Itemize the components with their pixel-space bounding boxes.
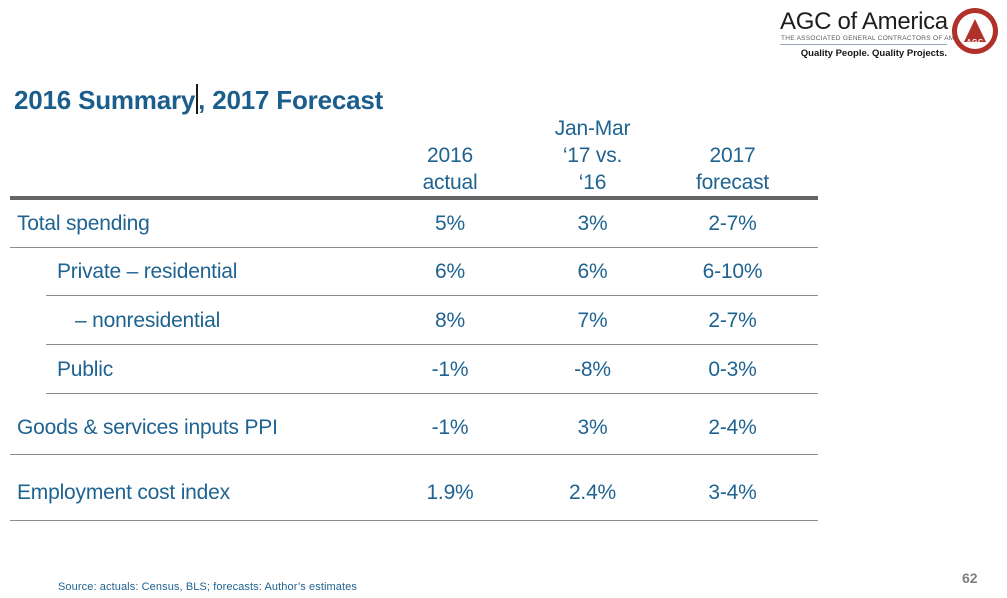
cell-janmar: 3%: [577, 212, 608, 235]
row-separator: [10, 246, 818, 248]
cell-2016-actual: 6%: [435, 260, 465, 283]
cell-2016-actual: 1.9%: [426, 481, 474, 504]
table-row-goods-services-ppi: Goods & services inputs PPI -1% 3% 2-4%: [10, 394, 818, 455]
row-label: Private – residential: [57, 260, 238, 283]
row-separator: [10, 453, 818, 455]
column-header-2017-forecast: 2017 forecast: [695, 144, 770, 194]
agc-emblem-icon: AGC: [952, 8, 998, 54]
row-label: Public: [57, 357, 113, 381]
row-label: Total spending: [17, 212, 150, 235]
cell-2016-actual: -1%: [431, 416, 469, 439]
cell-janmar: 3%: [577, 416, 608, 439]
slide-title-textbox[interactable]: 2016 Summary, 2017 Forecast: [14, 84, 383, 116]
agc-emblem-inner-ring: AGC: [957, 13, 993, 49]
forecast-table[interactable]: 2016 actual Jan-Mar ‘17 vs. ‘16 2017 for…: [10, 117, 818, 521]
logo-wordmark: AGC of America: [780, 8, 948, 35]
cell-janmar: 7%: [577, 308, 608, 332]
row-separator: [46, 392, 818, 394]
slide-title-part2: , 2017 Forecast: [198, 85, 384, 115]
table-header-row: 2016 actual Jan-Mar ‘17 vs. ‘16 2017 for…: [10, 117, 818, 200]
logo-tagline: Quality People. Quality Projects.: [800, 48, 947, 59]
row-separator: [46, 343, 818, 345]
column-header-2016-actual: 2016 actual: [422, 144, 478, 194]
cell-2017-forecast: 2-7%: [708, 308, 757, 332]
source-note: Source: actuals: Census, BLS; forecasts:…: [58, 581, 357, 593]
slide-title-part1: 2016 Summary: [14, 85, 196, 115]
cell-2016-actual: -1%: [431, 357, 469, 381]
cell-2017-forecast: 2-4%: [708, 416, 757, 439]
text-caret: [196, 84, 199, 114]
cell-2017-forecast: 3-4%: [708, 481, 757, 504]
table-row-total-spending: Total spending 5% 3% 2-7%: [10, 200, 818, 248]
row-separator: [46, 294, 818, 296]
table-row-employment-cost-index: Employment cost index 1.9% 2.4% 3-4%: [10, 455, 818, 521]
agc-logo: AGC of America THE ASSOCIATED GENERAL CO…: [780, 8, 976, 59]
row-label: Goods & services inputs PPI: [17, 416, 278, 439]
cell-2016-actual: 5%: [435, 212, 465, 235]
cell-2017-forecast: 0-3%: [708, 357, 757, 381]
agc-emblem-letters: AGC: [966, 39, 984, 46]
cell-janmar: -8%: [574, 357, 611, 381]
page-number: 62: [962, 570, 978, 586]
cell-2016-actual: 8%: [435, 308, 465, 332]
cell-janmar: 2.4%: [568, 481, 617, 504]
row-label: – nonresidential: [75, 308, 221, 332]
logo-subtitle: THE ASSOCIATED GENERAL CONTRACTORS OF AM…: [780, 34, 976, 45]
table-row-public: Public -1% -8% 0-3%: [10, 345, 818, 394]
table-row-private-residential: Private – residential 6% 6% 6-10%: [10, 248, 818, 296]
row-separator: [10, 519, 818, 521]
table-row-nonresidential: – nonresidential 8% 7% 2-7%: [10, 296, 818, 345]
cell-2017-forecast: 6-10%: [702, 260, 763, 283]
cell-2017-forecast: 2-7%: [708, 212, 757, 235]
row-label: Employment cost index: [17, 481, 230, 504]
column-header-janmar-17-vs-16: Jan-Mar ‘17 vs. ‘16: [554, 117, 631, 194]
cell-janmar: 6%: [577, 260, 608, 283]
